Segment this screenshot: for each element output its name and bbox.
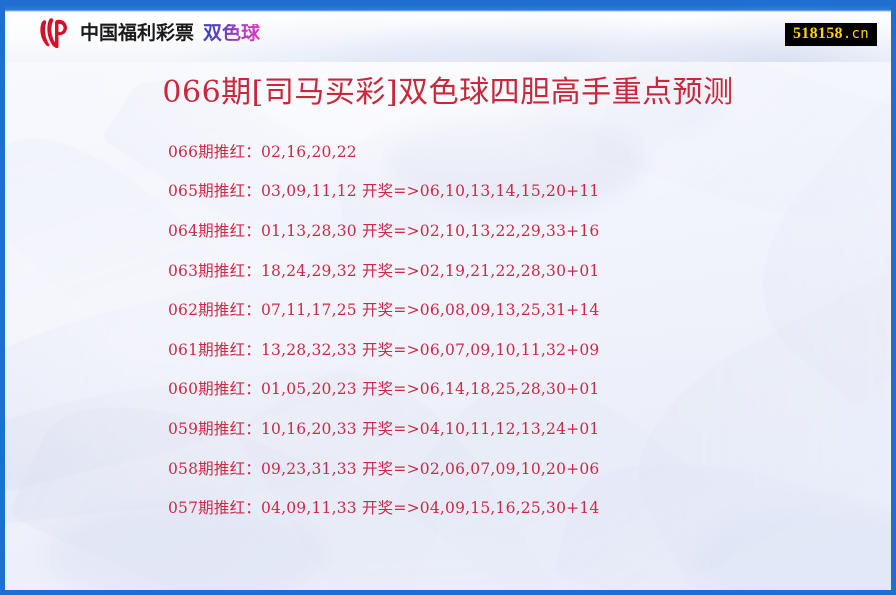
header-texture (5, 5, 891, 62)
prediction-row: 057期推红：04,09,11,33 开奖=>04,09,15,16,25,30… (168, 499, 600, 518)
page-title: 066期[司马买彩]双色球四胆高手重点预测 (162, 75, 734, 110)
prediction-row: 065期推红：03,09,11,12 开奖=>06,10,13,14,15,20… (168, 182, 600, 201)
brand-block: 中国福利彩票 双色球 (35, 16, 260, 50)
prediction-row: 061期推红：13,28,32,33 开奖=>06,07,09,10,11,32… (168, 340, 600, 359)
china-welfare-lottery-logo-icon (35, 16, 71, 50)
prediction-row: 063期推红：18,24,29,32 开奖=>02,19,21,22,28,30… (168, 261, 600, 280)
prediction-row: 064期推红：01,13,28,30 开奖=>02,10,13,22,29,33… (168, 221, 600, 240)
brand-name-label: 中国福利彩票 (80, 21, 195, 44)
prediction-row: 062期推红：07,11,17,25 开奖=>06,08,09,13,25,31… (168, 301, 600, 320)
prediction-row-list: 066期推红：02,16,20,22 065期推红：03,09,11,12 开奖… (168, 131, 881, 527)
brand-product-label: 双色球 (203, 21, 261, 44)
prediction-row: 066期推红：02,16,20,22 (168, 142, 357, 161)
watermark-domain: 518158 (793, 25, 843, 42)
prediction-row: 058期推红：09,23,31,33 开奖=>02,06,07,09,10,20… (168, 459, 600, 478)
prediction-row: 060期推红：01,05,20,23 开奖=>06,14,18,25,28,30… (168, 380, 600, 399)
site-header: 中国福利彩票 双色球 518158.cn (5, 5, 891, 62)
watermark-tld: .cn (842, 26, 869, 42)
prediction-row: 059期推红：10,16,20,33 开奖=>04,10,11,12,13,24… (168, 419, 600, 438)
site-watermark: 518158.cn (785, 23, 877, 47)
